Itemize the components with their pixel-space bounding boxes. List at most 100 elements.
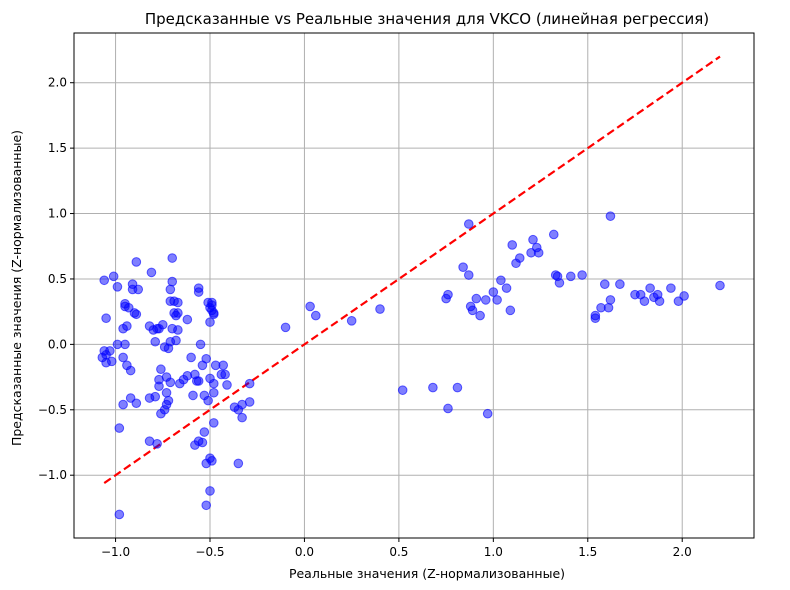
data-point (346, 316, 357, 326)
data-point (114, 423, 125, 433)
data-point (154, 381, 164, 392)
data-point (207, 297, 217, 308)
data-point (514, 253, 525, 263)
data-point (165, 377, 176, 388)
data-point (131, 309, 142, 320)
data-point (173, 297, 183, 308)
data-point (220, 369, 230, 380)
data-point (501, 283, 512, 293)
data-point (101, 313, 111, 324)
data-point (157, 319, 168, 330)
data-point (443, 403, 453, 414)
data-point (195, 339, 206, 350)
data-point (208, 418, 219, 428)
plot-frame (73, 32, 755, 539)
data-point (458, 262, 468, 272)
data-point (666, 283, 676, 293)
x-tick-label: 1.5 (578, 545, 597, 559)
data-point (163, 395, 174, 406)
data-point (603, 302, 614, 313)
data-point (144, 393, 155, 403)
data-point (208, 378, 219, 389)
data-point (715, 280, 725, 291)
data-point (475, 310, 485, 321)
data-point (463, 270, 474, 280)
data-point (120, 339, 130, 350)
data-point (397, 385, 408, 395)
y-axis-ticks: −1.0 −0.5 0.0 0.5 1.0 1.5 2.0 (38, 76, 74, 482)
data-point (161, 387, 172, 398)
data-point (452, 382, 463, 393)
data-point (528, 234, 538, 245)
data-point (533, 247, 544, 258)
y-tick-label: 1.0 (48, 207, 67, 221)
x-tick-label: 2.0 (673, 545, 692, 559)
data-point (182, 314, 193, 325)
chart-title: Предсказанные vs Реальные значения для V… (145, 10, 709, 28)
data-point (443, 289, 453, 300)
data-point (173, 308, 183, 318)
data-point (167, 276, 178, 287)
data-point (106, 356, 117, 367)
data-point (99, 275, 110, 286)
data-point (205, 486, 215, 496)
data-point (237, 412, 247, 423)
data-point (505, 305, 516, 316)
data-point (507, 240, 518, 250)
data-point (199, 427, 210, 437)
x-tick-label: 0.5 (389, 545, 408, 559)
data-point (645, 283, 655, 293)
y-tick-label: −0.5 (38, 403, 67, 417)
data-point (201, 353, 212, 364)
data-point (118, 399, 128, 410)
data-point (152, 439, 162, 449)
data-point (146, 267, 157, 278)
data-point (548, 229, 559, 240)
data-point (105, 346, 115, 356)
y-tick-label: 1.5 (48, 141, 67, 155)
data-point (280, 322, 291, 333)
data-point (131, 257, 142, 267)
data-point (167, 253, 178, 263)
data-point (590, 310, 601, 321)
data-point (654, 296, 665, 306)
data-point (218, 360, 229, 371)
data-point (171, 335, 181, 346)
data-point (165, 284, 176, 295)
data-point (201, 500, 212, 511)
data-point (599, 279, 610, 289)
y-axis-label: Предсказанные значения (Z-нормализованны… (9, 130, 24, 446)
data-point (131, 398, 142, 409)
x-axis-label: Реальные значения (Z-нормализованные) (289, 566, 565, 581)
data-points (97, 211, 725, 520)
data-point (552, 271, 563, 282)
data-point (114, 509, 125, 520)
y-tick-label: 2.0 (48, 76, 67, 90)
data-point (205, 317, 215, 327)
data-point (463, 219, 474, 229)
y-tick-label: 0.0 (48, 337, 67, 351)
ideal-prediction-line (103, 55, 721, 484)
data-point (193, 283, 204, 293)
x-tick-label: 1.0 (484, 545, 503, 559)
data-point (310, 310, 321, 321)
data-point (201, 458, 212, 469)
x-tick-label: −0.5 (195, 545, 224, 559)
data-point (222, 380, 232, 390)
data-point (233, 458, 244, 469)
data-point (208, 309, 219, 320)
data-point (186, 352, 196, 363)
data-point (190, 440, 200, 450)
data-point (173, 325, 183, 335)
data-point (605, 211, 616, 221)
data-point (428, 382, 438, 393)
x-tick-label: 0.0 (295, 545, 314, 559)
data-point (112, 282, 123, 292)
data-point (150, 336, 161, 347)
grid-lines (74, 33, 754, 538)
x-axis-ticks: −1.0 −0.5 0.0 0.5 1.0 1.5 2.0 (101, 538, 692, 559)
data-point (118, 352, 128, 363)
data-point (577, 270, 587, 280)
data-point (605, 295, 616, 305)
data-point (244, 378, 255, 389)
